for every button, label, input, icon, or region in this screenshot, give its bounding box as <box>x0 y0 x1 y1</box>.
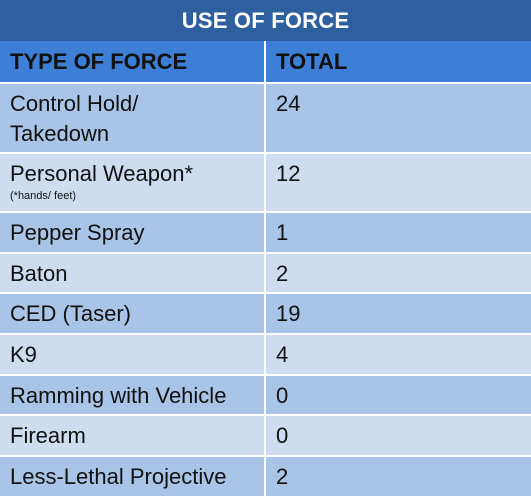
table-row: Baton 2 <box>0 252 531 292</box>
header-row: TYPE OF FORCE TOTAL <box>0 41 531 82</box>
type-of-force-cell: Ramming with Vehicle <box>0 376 266 414</box>
type-of-force-label: Firearm <box>10 423 86 448</box>
type-of-force-label: Baton <box>10 261 68 286</box>
column-header-type: TYPE OF FORCE <box>0 41 266 82</box>
type-of-force-label: Pepper Spray <box>10 220 145 245</box>
table-row: Firearm 0 <box>0 414 531 455</box>
table-row: K9 4 <box>0 333 531 374</box>
total-cell: 0 <box>276 383 289 408</box>
type-of-force-cell: Firearm <box>0 416 266 455</box>
total-cell: 4 <box>276 342 289 367</box>
table-row: Pepper Spray 1 <box>0 211 531 252</box>
table-row: Control Hold/Takedown 24 <box>0 82 531 152</box>
type-of-force-cell: Baton <box>0 254 266 292</box>
table-row: Ramming with Vehicle 0 <box>0 374 531 414</box>
type-of-force-label: Takedown <box>10 121 110 146</box>
type-of-force-label: Ramming with Vehicle <box>10 383 227 408</box>
type-of-force-label: CED (Taser) <box>10 301 132 326</box>
total-cell: 0 <box>276 423 289 448</box>
table-title: USE OF FORCE <box>0 0 531 41</box>
total-cell: 2 <box>276 261 289 286</box>
type-of-force-cell: CED (Taser) <box>0 294 266 333</box>
table-row: CED (Taser) 19 <box>0 292 531 333</box>
total-cell: 2 <box>276 464 289 489</box>
table-row: Less-Lethal Projective 2 <box>0 455 531 496</box>
total-cell: 1 <box>276 220 289 245</box>
column-header-total: TOTAL <box>276 48 348 74</box>
type-of-force-cell: Control Hold/Takedown <box>0 84 266 152</box>
table-row: Personal Weapon* (*hands/ feet) 12 <box>0 152 531 211</box>
type-of-force-label: Control Hold/ <box>10 91 139 116</box>
type-of-force-cell: K9 <box>0 335 266 374</box>
type-of-force-cell: Less-Lethal Projective <box>0 457 266 496</box>
type-of-force-cell: Personal Weapon* (*hands/ feet) <box>0 154 266 211</box>
footnote-text: (*hands/ feet) <box>10 190 77 202</box>
type-of-force-label: Less-Lethal Projective <box>10 464 227 489</box>
type-of-force-cell: Pepper Spray <box>0 213 266 252</box>
total-cell: 12 <box>276 161 301 186</box>
total-cell: 24 <box>276 91 301 116</box>
type-of-force-label: K9 <box>10 342 37 367</box>
type-of-force-label: Personal Weapon* <box>10 161 194 186</box>
total-cell: 19 <box>276 301 301 326</box>
